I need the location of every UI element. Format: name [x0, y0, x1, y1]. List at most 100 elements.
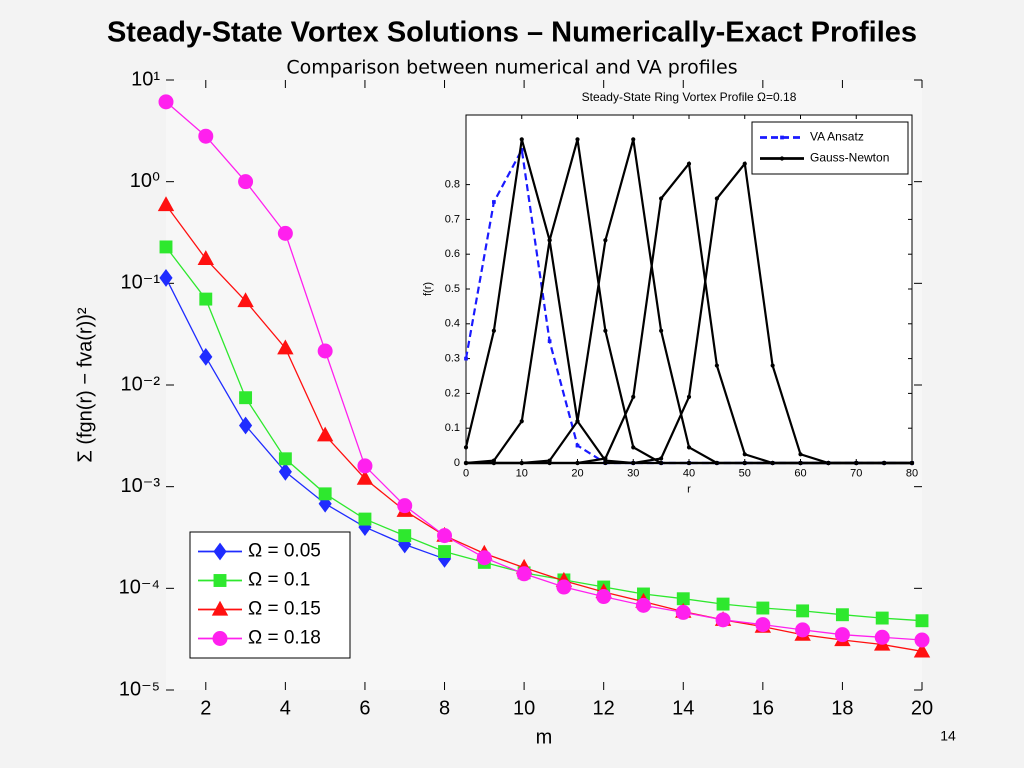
y-tick-label: 0.4: [445, 318, 460, 330]
series-line: [165, 204, 923, 652]
x-tick-label: 16: [752, 697, 774, 719]
y-tick-label: 0: [454, 457, 460, 469]
legend-marker: [213, 542, 227, 561]
data-point: [519, 419, 524, 424]
data-point: [197, 250, 214, 265]
data-point: [492, 200, 496, 204]
x-axis-label: m: [536, 726, 553, 748]
x-tick-label: 2: [200, 697, 211, 719]
data-point: [716, 597, 730, 611]
series-line: [165, 277, 445, 560]
y-tick-label: 0.7: [445, 213, 460, 225]
legend-label: Ω = 0.05: [248, 541, 321, 562]
data-point: [915, 614, 929, 628]
data-point: [686, 445, 692, 450]
data-point: [854, 460, 859, 466]
legend-label: Ω = 0.15: [248, 599, 321, 620]
data-point: [686, 161, 692, 166]
x-tick-label: 12: [593, 697, 615, 719]
slide-title: Steady-State Vortex Solutions – Numerica…: [107, 17, 917, 49]
data-point: [715, 612, 731, 628]
data-point: [358, 512, 372, 526]
legend-box: [751, 121, 909, 175]
data-point: [714, 460, 719, 466]
x-tick-label: 0: [463, 467, 469, 479]
data-point: [714, 196, 719, 201]
legend-marker: [780, 135, 784, 140]
series-line: [165, 246, 923, 622]
data-point: [519, 137, 524, 142]
x-tick-label: 4: [280, 697, 291, 719]
data-point: [882, 460, 887, 466]
data-point: [631, 394, 636, 399]
data-point: [874, 629, 890, 645]
data-point: [239, 416, 253, 435]
y-tick-label: 10⁰: [130, 170, 160, 192]
data-point: [317, 343, 333, 359]
data-point: [491, 460, 496, 466]
data-point: [159, 240, 173, 254]
data-point: [547, 238, 552, 243]
data-point: [659, 460, 664, 466]
x-tick-label: 50: [739, 467, 751, 479]
x-tick-label: 8: [439, 697, 450, 719]
data-point: [826, 460, 831, 466]
y-axis-label: Σ (fgn(r) − fva(r))²: [74, 307, 96, 462]
y-tick-label: 10⁻²: [121, 373, 161, 395]
data-point: [798, 460, 803, 466]
data-point: [770, 363, 775, 368]
data-point: [556, 579, 572, 595]
x-tick-label: 80: [906, 467, 918, 479]
data-point: [516, 566, 532, 582]
data-point: [438, 545, 451, 559]
data-point: [770, 460, 775, 466]
data-point: [547, 339, 552, 344]
data-point: [278, 452, 292, 466]
x-tick-label: 20: [911, 697, 933, 719]
x-tick-label: 6: [359, 697, 370, 719]
data-point: [635, 597, 651, 613]
data-point: [914, 632, 930, 648]
chart-title: Steady-State Ring Vortex Profile Ω=0.18: [582, 90, 797, 104]
data-point: [575, 419, 580, 424]
data-point: [356, 469, 374, 485]
x-tick-label: 10: [513, 697, 535, 719]
data-point: [835, 608, 849, 622]
data-point: [675, 604, 691, 620]
chart-subtitle: Comparison between numerical and VA prof…: [286, 57, 737, 79]
data-point: [491, 328, 496, 333]
data-point: [909, 460, 915, 466]
y-tick-label: 0.2: [445, 387, 460, 399]
data-point: [398, 529, 412, 543]
data-point: [575, 460, 580, 466]
data-point: [603, 328, 608, 333]
data-point: [686, 460, 692, 466]
data-point: [318, 487, 332, 501]
data-point: [798, 452, 803, 457]
legend-label: VA Ansatz: [810, 130, 864, 144]
data-point: [631, 137, 636, 142]
legend-label: Gauss-Newton: [810, 151, 889, 165]
data-point: [397, 498, 413, 514]
legend-label: Ω = 0.18: [248, 628, 321, 649]
y-tick-label: 10⁻¹: [121, 272, 161, 294]
data-point: [239, 391, 253, 405]
data-point: [756, 601, 770, 615]
x-axis-label: r: [687, 483, 691, 495]
x-tick-label: 40: [683, 467, 695, 479]
y-tick-label: 0.6: [445, 248, 460, 260]
data-point: [659, 328, 664, 333]
data-point: [437, 528, 453, 544]
data-point: [755, 617, 771, 633]
data-point: [659, 196, 664, 201]
data-point: [519, 460, 524, 466]
data-point: [834, 627, 850, 643]
data-point: [575, 443, 580, 448]
data-point: [463, 460, 469, 466]
page-number: 14: [940, 728, 956, 744]
data-point: [742, 161, 747, 166]
x-tick-label: 20: [571, 467, 583, 479]
y-tick-label: 0.8: [445, 179, 460, 191]
